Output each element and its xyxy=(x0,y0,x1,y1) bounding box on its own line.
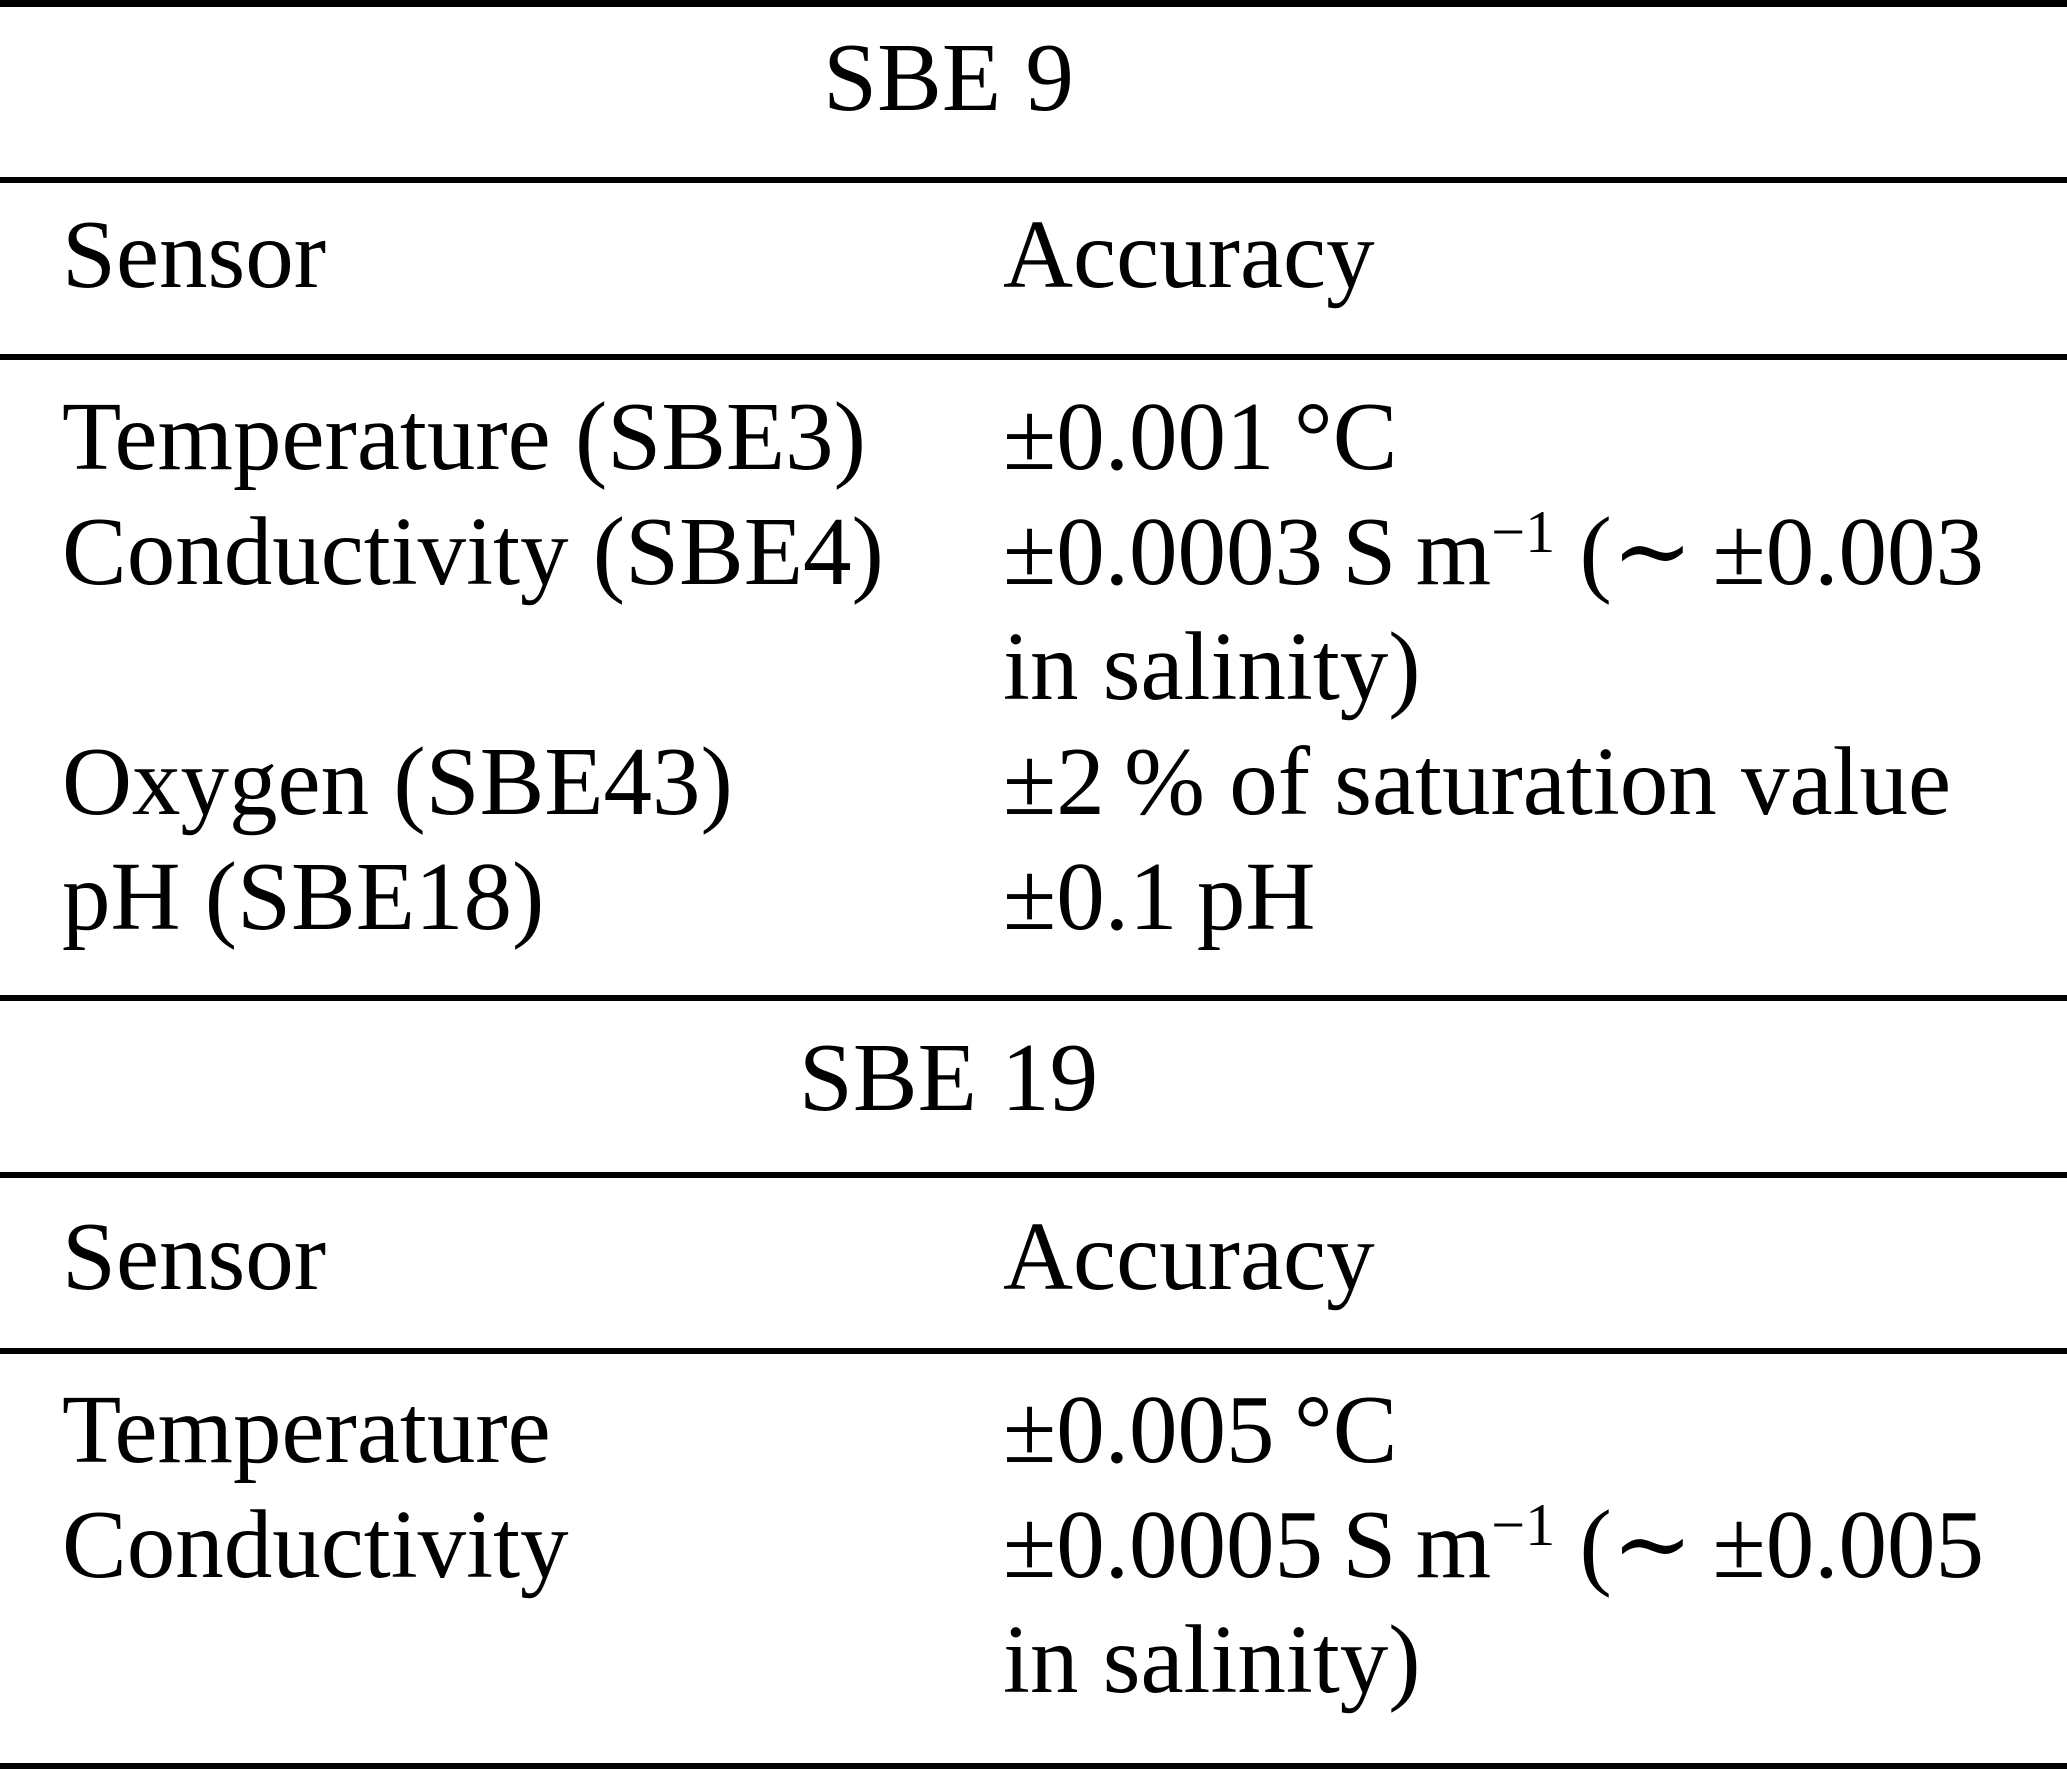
sensor-cell: Conductivity (SBE4) xyxy=(62,498,884,605)
sbe9-table-body: Temperature (SBE3) ±0.001 °C Conductivit… xyxy=(0,360,2067,995)
column-header-sensor: Sensor xyxy=(62,1203,327,1310)
accuracy-cell: ±0.001 °C xyxy=(1003,383,1398,490)
divider-rule xyxy=(0,177,2067,183)
divider-rule xyxy=(0,1172,2067,1178)
sensor-cell: Temperature (SBE3) xyxy=(62,383,866,490)
accuracy-line: in salinity) xyxy=(1003,1606,1421,1713)
accuracy-cell: ±0.1 pH xyxy=(1003,843,1316,950)
sbe19-table-title: SBE 19 xyxy=(798,1024,1099,1131)
sbe9-table-title: SBE 9 xyxy=(823,24,1074,131)
sensor-cell: Oxygen (SBE43) xyxy=(62,728,733,835)
divider-rule xyxy=(0,1348,2067,1354)
accuracy-cell: ±2 % of saturation value xyxy=(1003,728,1952,835)
accuracy-cell: ±0.0005 S m−1 (∼ ±0.005 in salinity) xyxy=(1003,1487,2067,1717)
sensor-cell: Conductivity xyxy=(62,1491,569,1598)
accuracy-line: ±0.0005 S m−1 (∼ ±0.005 xyxy=(1003,1491,1984,1598)
accuracy-line: ±0.0003 S m−1 (∼ ±0.003 xyxy=(1003,498,1984,605)
accuracy-line: in salinity) xyxy=(1003,613,1421,720)
sbe19-table-body: Temperature ±0.005 °C Conductivity ±0.00… xyxy=(0,1354,2067,1763)
sbe9-header-row: Sensor Accuracy xyxy=(0,183,2067,354)
column-header-accuracy: Accuracy xyxy=(1003,201,1375,308)
sensor-cell: pH (SBE18) xyxy=(62,843,545,950)
accuracy-cell: ±0.0003 S m−1 (∼ ±0.003 in salinity) xyxy=(1003,494,2067,724)
divider-rule xyxy=(0,995,2067,1001)
sbe19-header-row: Sensor Accuracy xyxy=(0,1178,2067,1348)
divider-rule xyxy=(0,354,2067,360)
column-header-accuracy: Accuracy xyxy=(1003,1203,1375,1310)
sensor-cell: Temperature xyxy=(62,1376,551,1483)
bottom-rule xyxy=(0,1763,2067,1769)
column-header-sensor: Sensor xyxy=(62,201,327,308)
accuracy-cell: ±0.005 °C xyxy=(1003,1376,1398,1483)
top-rule xyxy=(0,0,2067,7)
